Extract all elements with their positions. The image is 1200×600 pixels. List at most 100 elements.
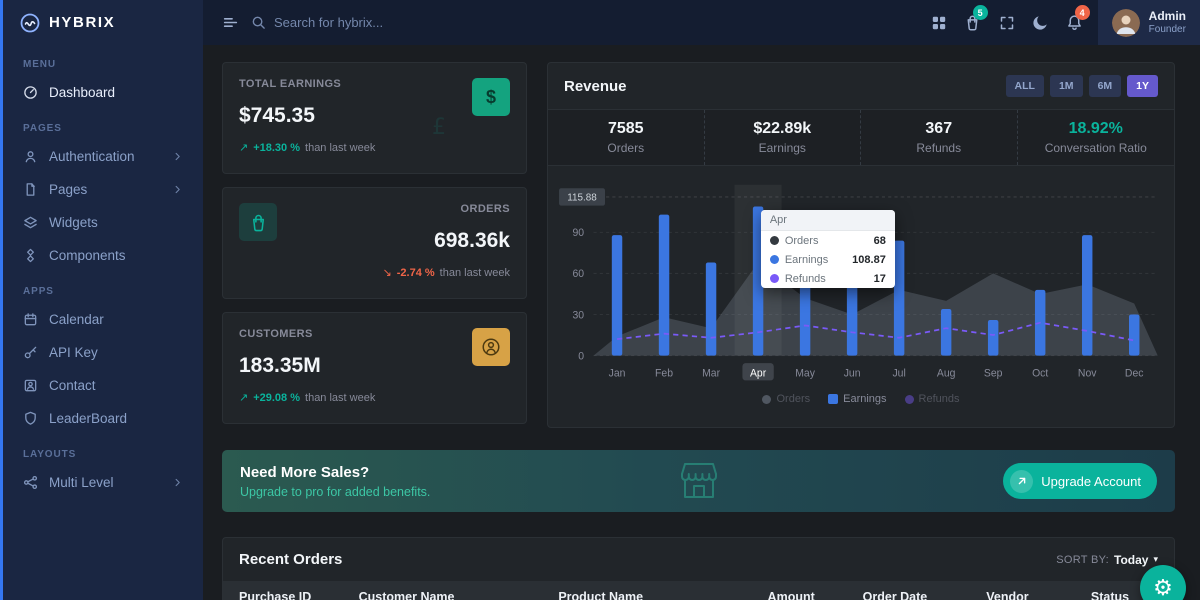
sidebar-item-label: Contact bbox=[49, 378, 96, 393]
chevron-right-icon bbox=[172, 151, 183, 162]
dashboard-icon bbox=[23, 85, 38, 100]
svg-text:115.88: 115.88 bbox=[567, 193, 597, 204]
card-value: 183.35M bbox=[239, 354, 321, 377]
svg-text:Jul: Jul bbox=[892, 368, 905, 380]
svg-text:60: 60 bbox=[573, 268, 585, 280]
settings-fab[interactable]: ⚙ bbox=[1140, 565, 1186, 600]
recent-orders-table: Purchase ID Customer Name Product Name Amou… bbox=[223, 581, 1174, 600]
notifications-button[interactable]: 4 bbox=[1058, 0, 1092, 45]
revenue-filter-all[interactable]: ALL bbox=[1005, 75, 1044, 97]
legend-orders[interactable]: Orders bbox=[762, 393, 810, 405]
logo[interactable]: HYBRIX bbox=[3, 0, 203, 45]
menu-section-label: APPS bbox=[23, 286, 54, 297]
card-title: TOTAL EARNINGS bbox=[239, 78, 342, 90]
sidebar-item-contact[interactable]: Contact bbox=[3, 369, 203, 402]
sidebar-item-pages[interactable]: Pages bbox=[3, 173, 203, 206]
tooltip-row-orders: Orders 68 bbox=[761, 231, 895, 250]
chart-legend: Orders Earnings Refunds bbox=[558, 388, 1164, 413]
recent-orders-card: Recent Orders SORT BY: Today ▾ Purchase … bbox=[222, 537, 1175, 600]
shopping-bag-icon bbox=[239, 203, 277, 241]
sidebar-item-label: LeaderBoard bbox=[49, 411, 128, 426]
card-title: CUSTOMERS bbox=[239, 328, 313, 340]
legend-refunds[interactable]: Refunds bbox=[904, 393, 960, 405]
fullscreen-button[interactable] bbox=[990, 0, 1024, 45]
column-amount: Amount bbox=[755, 581, 851, 600]
sort-by-dropdown[interactable]: SORT BY: Today ▾ bbox=[1056, 553, 1158, 567]
column-order-date: Order Date bbox=[850, 581, 975, 600]
dark-mode-button[interactable] bbox=[1024, 0, 1058, 45]
sidebar-item-dashboard[interactable]: Dashboard bbox=[3, 76, 203, 109]
sidebar-item-label: Widgets bbox=[49, 215, 98, 230]
upgrade-banner: Need More Sales? Upgrade to pro for adde… bbox=[222, 450, 1175, 512]
sidebar-item-widgets[interactable]: Widgets bbox=[3, 206, 203, 239]
stat-cards-column: TOTAL EARNINGS $745.35 ↗ +18.30 % than l… bbox=[222, 62, 527, 428]
card-delta: +29.08 % bbox=[253, 391, 301, 404]
card-title: ORDERS bbox=[460, 203, 510, 215]
logo-text: HYBRIX bbox=[49, 14, 116, 31]
revenue-title: Revenue bbox=[564, 77, 627, 95]
pages-icon bbox=[23, 182, 38, 197]
banner-title: Need More Sales? bbox=[240, 463, 370, 481]
sidebar-item-label: Dashboard bbox=[49, 85, 116, 100]
svg-text:Nov: Nov bbox=[1078, 368, 1097, 380]
chart-tooltip: Apr Orders 68 Earnings 108.87 Refunds 17 bbox=[760, 210, 895, 288]
user-role: Founder bbox=[1148, 23, 1186, 35]
sidebar-item-calendar[interactable]: Calendar bbox=[3, 303, 203, 336]
card-note: than last week bbox=[439, 266, 510, 279]
svg-text:Mar: Mar bbox=[702, 368, 720, 380]
revenue-chart[interactable]: 0 30 60 90 115.88 Jan Feb Mar Apr May Jun Jul Au… bbox=[548, 166, 1174, 427]
recent-orders-title: Recent Orders bbox=[239, 551, 343, 568]
revenue-stat-conversation-ratio: 18.92% Conversation Ratio bbox=[1044, 120, 1147, 155]
sidebar-item-api-key[interactable]: API Key bbox=[3, 336, 203, 369]
apps-grid-button[interactable] bbox=[922, 0, 956, 45]
user-menu[interactable]: Admin Founder bbox=[1097, 0, 1200, 45]
topbar: 5 4 Admin Founder bbox=[203, 0, 1200, 45]
revenue-stat-orders: 7585 Orders bbox=[548, 110, 705, 165]
card-delta: -2.74 % bbox=[396, 266, 435, 279]
column-purchase-id: Purchase ID bbox=[223, 581, 347, 600]
trend-up-icon: ↗ bbox=[239, 141, 249, 154]
sidebar-toggle-button[interactable] bbox=[213, 0, 247, 45]
sidebar-item-authentication[interactable]: Authentication bbox=[3, 140, 203, 173]
svg-text:Feb: Feb bbox=[655, 368, 673, 380]
sidebar-item-label: Multi Level bbox=[49, 475, 114, 490]
revenue-filter-1y[interactable]: 1Y bbox=[1127, 75, 1158, 97]
storefront-icon bbox=[673, 457, 725, 505]
column-customer-name: Customer Name bbox=[346, 581, 547, 600]
svg-text:May: May bbox=[795, 368, 815, 380]
user-icon bbox=[23, 149, 38, 164]
upgrade-account-button[interactable]: Upgrade Account bbox=[1003, 463, 1157, 499]
pound-watermark-icon: £ bbox=[432, 115, 446, 140]
sidebar-item-label: API Key bbox=[49, 345, 98, 360]
svg-text:Aug: Aug bbox=[937, 368, 956, 380]
cart-button[interactable]: 5 bbox=[956, 0, 990, 45]
sidebar-item-multi-level[interactable]: Multi Level bbox=[3, 466, 203, 499]
sidebar-item-label: Calendar bbox=[49, 312, 104, 327]
card-note: than last week bbox=[305, 141, 376, 154]
arrow-up-right-icon bbox=[1010, 469, 1034, 493]
sidebar-item-label: Authentication bbox=[49, 149, 135, 164]
column-product-name: Product Name bbox=[546, 581, 756, 600]
tooltip-row-earnings: Earnings 108.87 bbox=[761, 250, 895, 269]
sidebar-item-components[interactable]: Components bbox=[3, 239, 203, 272]
card-note: than last week bbox=[305, 391, 376, 404]
svg-text:30: 30 bbox=[573, 309, 585, 321]
main-content: TOTAL EARNINGS $745.35 ↗ +18.30 % than l… bbox=[203, 45, 1200, 600]
calendar-icon bbox=[23, 312, 38, 327]
menu-section-label: MENU bbox=[23, 59, 57, 70]
contact-icon bbox=[23, 378, 38, 393]
upgrade-button-label: Upgrade Account bbox=[1041, 473, 1141, 489]
legend-earnings[interactable]: Earnings bbox=[828, 393, 887, 405]
dollar-icon: $ bbox=[472, 78, 510, 116]
sidebar-item-label: Components bbox=[49, 248, 126, 263]
search-input[interactable] bbox=[274, 15, 484, 30]
revenue-filter-1m[interactable]: 1M bbox=[1049, 75, 1083, 97]
sidebar-item-leaderboard[interactable]: LeaderBoard bbox=[3, 402, 203, 435]
svg-text:Apr: Apr bbox=[750, 368, 767, 380]
gear-icon: ⚙ bbox=[1153, 575, 1173, 600]
search-box[interactable] bbox=[251, 15, 484, 30]
avatar bbox=[1111, 8, 1140, 37]
revenue-filter-6m[interactable]: 6M bbox=[1088, 75, 1122, 97]
content-column: 5 4 Admin Founder bbox=[203, 0, 1200, 600]
